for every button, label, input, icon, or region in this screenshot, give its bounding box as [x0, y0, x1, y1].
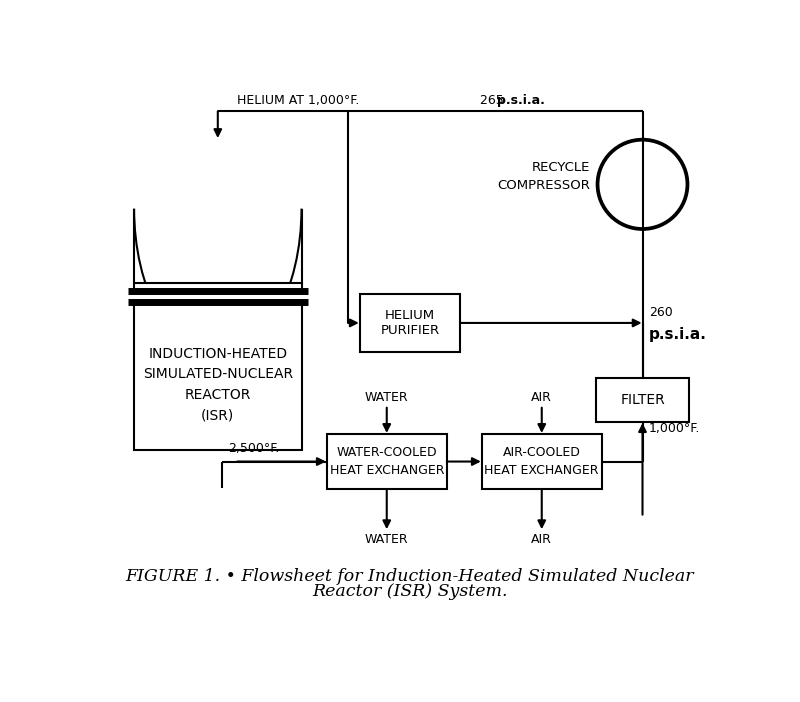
- Text: HELIUM
PURIFIER: HELIUM PURIFIER: [381, 309, 439, 337]
- Text: WATER: WATER: [365, 391, 409, 404]
- Text: 1,000°F.: 1,000°F.: [649, 421, 700, 435]
- Text: 260: 260: [649, 306, 673, 319]
- Text: AIR: AIR: [531, 391, 552, 404]
- Text: HELIUM AT 1,000°F.: HELIUM AT 1,000°F.: [237, 94, 359, 107]
- Text: p.s.i.a.: p.s.i.a.: [649, 327, 706, 342]
- Text: FIGURE 1. • Flowsheet for Induction-Heated Simulated Nuclear: FIGURE 1. • Flowsheet for Induction-Heat…: [126, 568, 694, 585]
- Bar: [326, 434, 447, 489]
- Text: WATER: WATER: [365, 533, 409, 546]
- Text: INDUCTION-HEATED
SIMULATED-NUCLEAR
REACTOR
(ISR): INDUCTION-HEATED SIMULATED-NUCLEAR REACT…: [142, 347, 293, 423]
- Text: p.s.i.a.: p.s.i.a.: [497, 94, 545, 107]
- Text: 2,500°F.: 2,500°F.: [228, 442, 279, 456]
- Text: AIR: AIR: [531, 533, 552, 546]
- Text: 265: 265: [480, 94, 507, 107]
- Text: Reactor (ISR) System.: Reactor (ISR) System.: [312, 583, 508, 600]
- Circle shape: [598, 140, 687, 229]
- Text: RECYCLE
COMPRESSOR: RECYCLE COMPRESSOR: [497, 161, 590, 192]
- Text: FILTER: FILTER: [620, 393, 665, 407]
- Bar: [482, 434, 602, 489]
- Bar: [128, 292, 308, 300]
- Text: AIR-COOLED
HEAT EXCHANGER: AIR-COOLED HEAT EXCHANGER: [485, 446, 599, 477]
- Text: WATER-COOLED
HEAT EXCHANGER: WATER-COOLED HEAT EXCHANGER: [330, 446, 444, 477]
- Bar: [596, 378, 689, 423]
- Bar: [360, 294, 460, 352]
- Bar: [134, 283, 302, 450]
